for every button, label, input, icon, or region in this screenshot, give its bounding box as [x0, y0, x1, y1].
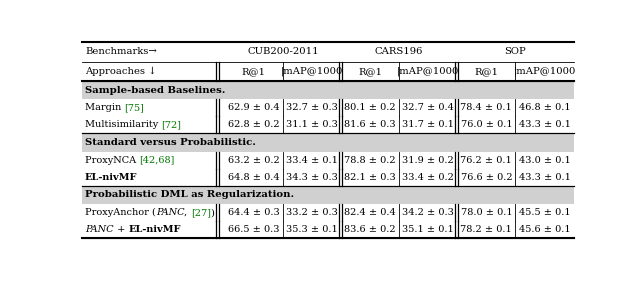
Text: |mAP@1000: |mAP@1000	[281, 67, 343, 76]
Bar	[83, 186, 573, 204]
Text: R@1: R@1	[474, 67, 499, 76]
Text: [75]: [75]	[124, 103, 144, 112]
Text: 82.4 ± 0.4: 82.4 ± 0.4	[344, 208, 396, 217]
Text: 34.3 ± 0.3: 34.3 ± 0.3	[286, 173, 338, 182]
Text: EL-nivMF: EL-nivMF	[85, 173, 138, 182]
Text: ): )	[211, 208, 214, 217]
Text: Multisimilarity: Multisimilarity	[85, 120, 161, 129]
Text: ProxyAnchor (: ProxyAnchor (	[85, 208, 156, 217]
Text: 34.2 ± 0.3: 34.2 ± 0.3	[403, 208, 454, 217]
Text: R@1: R@1	[242, 67, 266, 76]
Text: 83.6 ± 0.2: 83.6 ± 0.2	[344, 225, 396, 234]
Text: EL-nivMF: EL-nivMF	[128, 225, 180, 234]
Text: 78.8 ± 0.2: 78.8 ± 0.2	[344, 156, 396, 165]
Text: 82.1 ± 0.3: 82.1 ± 0.3	[344, 173, 396, 182]
Text: 31.1 ± 0.3: 31.1 ± 0.3	[286, 120, 338, 129]
Bar	[83, 133, 573, 152]
Text: 45.5 ± 0.1: 45.5 ± 0.1	[518, 208, 570, 217]
Text: 35.1 ± 0.1: 35.1 ± 0.1	[403, 225, 454, 234]
Text: 46.8 ± 0.1: 46.8 ± 0.1	[518, 103, 570, 112]
Text: 43.3 ± 0.1: 43.3 ± 0.1	[518, 120, 570, 129]
Text: 76.2 ± 0.1: 76.2 ± 0.1	[460, 156, 512, 165]
Text: 81.6 ± 0.3: 81.6 ± 0.3	[344, 120, 396, 129]
Text: R@1: R@1	[358, 67, 382, 76]
Text: ProxyNCA: ProxyNCA	[85, 156, 140, 165]
Bar	[83, 81, 573, 99]
Text: 31.9 ± 0.2: 31.9 ± 0.2	[403, 156, 454, 165]
Text: 76.0 ± 0.1: 76.0 ± 0.1	[461, 120, 512, 129]
Text: [72]: [72]	[161, 120, 181, 129]
Text: Margin: Margin	[85, 103, 124, 112]
Text: 64.8 ± 0.4: 64.8 ± 0.4	[228, 173, 280, 182]
Text: 35.3 ± 0.1: 35.3 ± 0.1	[286, 225, 338, 234]
Text: 62.9 ± 0.4: 62.9 ± 0.4	[228, 103, 280, 112]
Text: Standard versus Probabilistic.: Standard versus Probabilistic.	[85, 138, 256, 147]
Text: 33.2 ± 0.3: 33.2 ± 0.3	[286, 208, 338, 217]
Text: 78.4 ± 0.1: 78.4 ± 0.1	[460, 103, 512, 112]
Text: [42,68]: [42,68]	[140, 156, 175, 165]
Text: 80.1 ± 0.2: 80.1 ± 0.2	[344, 103, 396, 112]
Text: PANC: PANC	[156, 208, 184, 217]
Text: 33.4 ± 0.2: 33.4 ± 0.2	[403, 173, 454, 182]
Text: 64.4 ± 0.3: 64.4 ± 0.3	[228, 208, 280, 217]
Text: 78.2 ± 0.1: 78.2 ± 0.1	[460, 225, 512, 234]
Text: 78.0 ± 0.1: 78.0 ± 0.1	[461, 208, 512, 217]
Text: 32.7 ± 0.3: 32.7 ± 0.3	[286, 103, 338, 112]
Text: 31.7 ± 0.1: 31.7 ± 0.1	[403, 120, 454, 129]
Text: Benchmarks→: Benchmarks→	[85, 47, 157, 56]
Text: |mAP@1000: |mAP@1000	[397, 67, 460, 76]
Text: 66.5 ± 0.3: 66.5 ± 0.3	[228, 225, 280, 234]
Text: 43.3 ± 0.1: 43.3 ± 0.1	[518, 173, 570, 182]
Text: Sample-based Baselines.: Sample-based Baselines.	[85, 86, 225, 95]
Text: 63.2 ± 0.2: 63.2 ± 0.2	[228, 156, 280, 165]
Text: PANC: PANC	[85, 225, 113, 234]
Text: Approaches ↓: Approaches ↓	[85, 67, 156, 76]
Text: 33.4 ± 0.1: 33.4 ± 0.1	[286, 156, 338, 165]
Text: [27]: [27]	[191, 208, 211, 217]
Text: CUB200-2011: CUB200-2011	[247, 47, 319, 56]
Text: 43.0 ± 0.1: 43.0 ± 0.1	[518, 156, 570, 165]
Text: CARS196: CARS196	[375, 47, 424, 56]
Text: |mAP@1000: |mAP@1000	[513, 67, 575, 76]
Text: 32.7 ± 0.4: 32.7 ± 0.4	[403, 103, 454, 112]
Text: 45.6 ± 0.1: 45.6 ± 0.1	[518, 225, 570, 234]
Text: 62.8 ± 0.2: 62.8 ± 0.2	[228, 120, 280, 129]
Text: SOP: SOP	[504, 47, 526, 56]
Text: +: +	[113, 225, 128, 234]
Text: 76.6 ± 0.2: 76.6 ± 0.2	[461, 173, 512, 182]
Text: Probabilistic DML as Regularization.: Probabilistic DML as Regularization.	[85, 190, 294, 199]
Text: ,: ,	[184, 208, 191, 217]
